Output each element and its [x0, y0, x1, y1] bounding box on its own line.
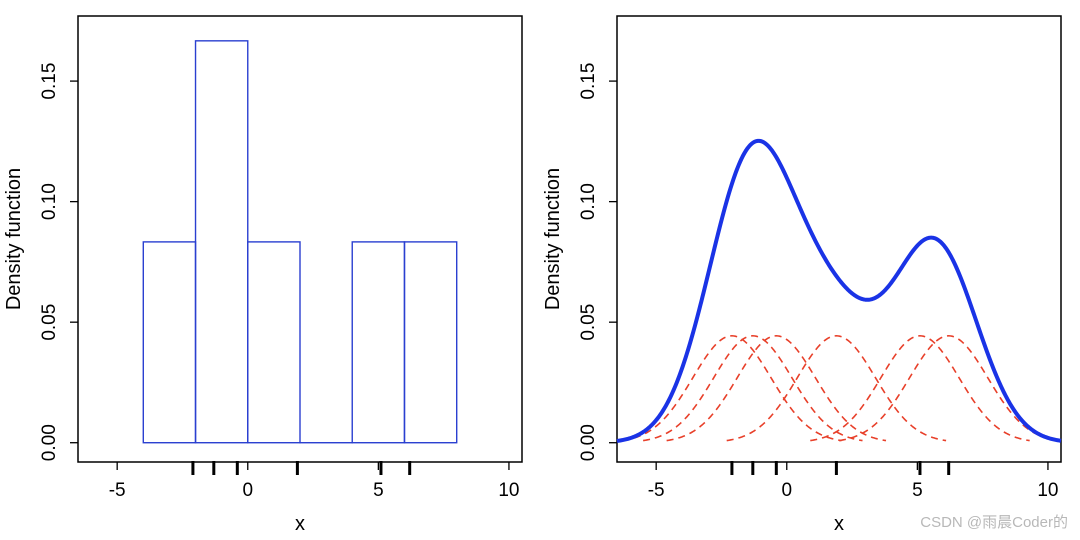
x-tick-label: 10 — [1037, 480, 1058, 501]
y-tick-label: 0.00 — [39, 424, 60, 461]
plot-frame — [616, 15, 1062, 463]
histogram-bar — [247, 241, 301, 444]
kernel-component-line — [810, 335, 1030, 442]
y-tick-label: 0.00 — [578, 424, 599, 461]
x-tick-label: 5 — [373, 480, 384, 501]
rug-marks — [191, 461, 412, 475]
x-tick-label: -5 — [648, 480, 665, 501]
y-axis: 0.00 0.05 0.10 0.15 — [578, 63, 617, 461]
kde-curve — [616, 138, 1062, 443]
y-tick-label: 0.05 — [39, 304, 60, 341]
y-axis-label: Density function — [542, 168, 564, 310]
y-tick-label: 0.15 — [578, 63, 599, 100]
x-axis-label: x — [295, 513, 305, 535]
x-axis: -5 0 5 10 — [109, 462, 520, 501]
kernel-component-line — [726, 335, 947, 442]
x-tick-label: 0 — [242, 480, 253, 501]
x-tick-label: 0 — [781, 480, 792, 501]
x-tick-label: 5 — [912, 480, 923, 501]
kde-panel: -5 0 5 10 0.00 0.05 0.10 0.15 x Density functi… — [542, 15, 1062, 535]
histogram-bar — [403, 241, 458, 444]
y-tick-label: 0.15 — [39, 63, 60, 100]
x-tick-label: 10 — [498, 480, 519, 501]
watermark: CSDN @雨晨Coder的 — [920, 514, 1068, 531]
kernel-component-line — [622, 335, 842, 442]
kernel-component-line — [642, 335, 863, 442]
histogram-bars — [142, 40, 458, 444]
x-tick-label: -5 — [109, 480, 126, 501]
histogram-bar — [194, 40, 249, 444]
histogram-panel: -5 0 5 10 0.00 0.05 0.10 0.15 x Density functi… — [3, 15, 523, 535]
y-axis: 0.00 0.05 0.10 0.15 — [39, 63, 78, 461]
y-tick-label: 0.10 — [578, 183, 599, 220]
rug-marks — [730, 461, 951, 475]
histogram-bar — [142, 241, 197, 444]
x-axis-label: x — [834, 513, 844, 535]
plot-frame — [77, 15, 523, 463]
kernel-component-line — [666, 335, 887, 442]
y-axis-label: Density function — [3, 168, 25, 310]
histogram-bar — [351, 241, 406, 444]
y-tick-label: 0.10 — [39, 183, 60, 220]
y-tick-label: 0.05 — [578, 304, 599, 341]
kde-lines — [616, 138, 1062, 443]
x-axis: -5 0 5 10 — [648, 462, 1059, 501]
kernel-component-line — [838, 335, 1059, 442]
